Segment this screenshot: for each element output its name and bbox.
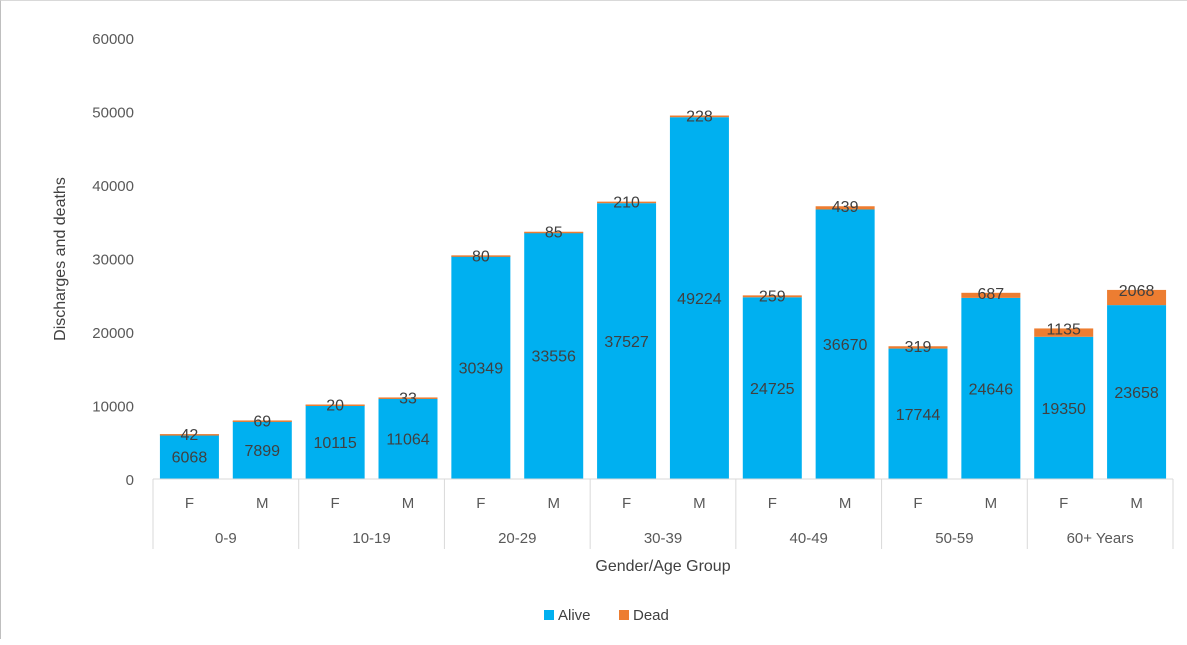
y-axis-ticks: 0 10000 20000 30000 40000 50000 60000 <box>92 31 134 489</box>
x-tick-label: M <box>256 495 269 512</box>
x-tick-label: M <box>402 495 415 512</box>
x-tick-label: M <box>985 495 998 512</box>
bar-alive <box>232 420 292 479</box>
data-label-alive: 10115 <box>313 435 356 452</box>
x-tick-label: F <box>622 495 631 512</box>
data-label-alive: 49224 <box>677 291 722 308</box>
x-tick-label: M <box>547 495 560 512</box>
data-label-dead: 80 <box>472 248 490 265</box>
bar-dead <box>961 292 1021 298</box>
data-label-alive: 17744 <box>896 407 941 424</box>
bar-alive <box>742 297 802 479</box>
group-label: 60+ Years <box>1067 530 1134 547</box>
legend-swatch <box>544 610 554 620</box>
bar-alive <box>451 255 511 479</box>
data-label-dead: 228 <box>686 109 713 126</box>
group-label: 40-49 <box>790 530 828 547</box>
bar-alive <box>961 297 1021 479</box>
y-tick-label: 60000 <box>92 31 134 48</box>
x-tick-label: M <box>693 495 706 512</box>
data-label-alive: 36670 <box>823 337 868 354</box>
x-tick-label: M <box>839 495 852 512</box>
x-axis-label: Gender/Age Group <box>595 558 730 575</box>
y-tick-label: 40000 <box>92 178 134 195</box>
bar-alive <box>1034 336 1094 479</box>
bar-dead <box>451 255 511 257</box>
data-label-dead: 85 <box>545 225 563 242</box>
bar-dead <box>524 231 584 234</box>
y-axis-label: Discharges and deaths <box>52 177 69 341</box>
bar-alive <box>815 209 875 479</box>
data-label-alive: 30349 <box>459 360 504 377</box>
x-tick-label: F <box>768 495 777 512</box>
bars-layer: 6068 42 7899 69 10115 20 11064 33 30349 80 33556 85… <box>159 109 1167 479</box>
data-label-dead: 319 <box>905 339 932 356</box>
data-label-dead: 2068 <box>1119 283 1155 300</box>
data-label-dead: 210 <box>613 195 640 212</box>
legend-label: Alive <box>558 607 591 624</box>
group-label: 30-39 <box>644 530 682 547</box>
x-tick-label: F <box>331 495 340 512</box>
group-label: 0-9 <box>215 530 237 547</box>
data-label-dead: 33 <box>399 390 417 407</box>
bar-dead <box>232 420 292 422</box>
data-label-dead: 439 <box>832 199 859 216</box>
group-label: 20-29 <box>498 530 536 547</box>
data-label-dead: 1135 <box>1047 321 1082 338</box>
bar-alive <box>159 434 219 479</box>
x-tick-label: F <box>913 495 922 512</box>
bar-alive <box>888 348 948 479</box>
data-label-dead: 20 <box>326 398 344 415</box>
bar-dead <box>669 115 729 118</box>
y-tick-label: 10000 <box>92 399 134 416</box>
data-label-alive: 37527 <box>604 334 649 351</box>
legend-label: Dead <box>633 607 669 624</box>
bar-alive <box>1107 305 1167 479</box>
bar-alive <box>378 397 438 479</box>
data-label-alive: 33556 <box>531 349 576 366</box>
bar-dead <box>815 206 875 210</box>
y-tick-label: 20000 <box>92 325 134 342</box>
data-label-alive: 19350 <box>1041 401 1086 418</box>
bar-dead <box>305 404 365 407</box>
group-label: 50-59 <box>935 530 973 547</box>
x-tick-label: F <box>476 495 485 512</box>
data-label-alive: 24646 <box>969 381 1014 398</box>
data-label-alive: 11064 <box>386 431 429 448</box>
bar-dead <box>1034 328 1094 337</box>
y-tick-label: 0 <box>126 472 134 489</box>
x-tick-label: M <box>1130 495 1143 512</box>
data-label-alive: 6068 <box>172 450 208 467</box>
legend-swatch <box>619 610 629 620</box>
bar-dead <box>888 346 948 349</box>
bar-alive <box>597 203 657 479</box>
data-label-alive: 24725 <box>750 381 795 398</box>
bar-alive <box>305 404 365 479</box>
bar-dead <box>742 295 802 298</box>
data-label-dead: 42 <box>181 427 199 444</box>
x-tick-label: F <box>185 495 194 512</box>
bar-dead <box>597 201 657 204</box>
x-tick-label: F <box>1059 495 1068 512</box>
x-axis: F M F M F M F M F M F M F M 0-9 10-19 20-29 30-39 40-49 50-… <box>152 478 1174 549</box>
data-label-alive: 7899 <box>244 443 280 460</box>
bar-dead <box>1107 289 1167 306</box>
legend: Alive Dead <box>544 607 669 624</box>
bar-alive <box>669 117 729 479</box>
data-label-dead: 259 <box>759 288 786 305</box>
data-label-alive: 23658 <box>1114 385 1159 402</box>
bar-alive <box>524 232 584 479</box>
y-tick-label: 50000 <box>92 105 134 122</box>
group-label: 10-19 <box>352 530 390 547</box>
data-label-dead: 687 <box>978 286 1005 303</box>
bar-dead <box>159 434 219 436</box>
y-tick-label: 30000 <box>92 252 134 269</box>
bar-dead <box>378 397 438 399</box>
data-label-dead: 69 <box>253 413 271 430</box>
